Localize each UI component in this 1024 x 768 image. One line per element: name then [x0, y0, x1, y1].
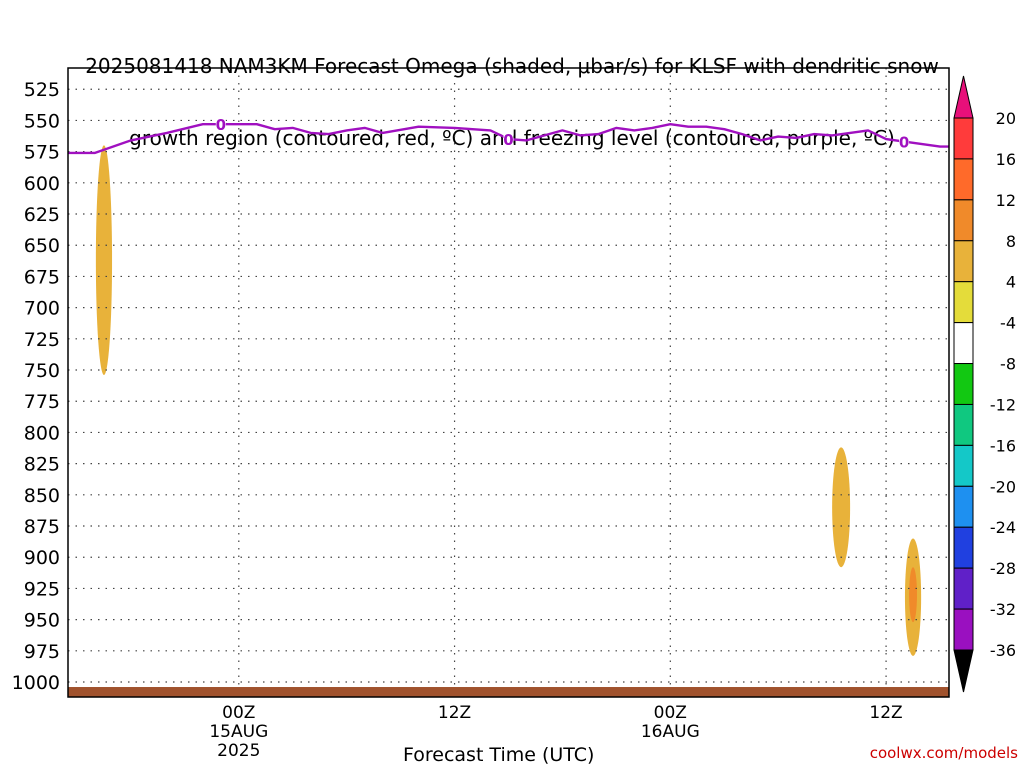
plot-frame: [67, 67, 950, 698]
chart-title: 2025081418 NAM3KM Forecast Omega (shaded…: [0, 6, 1024, 174]
omega-region-6: [909, 567, 917, 623]
colorbar-label-11: -28: [990, 559, 1016, 578]
ground-layer: [68, 687, 949, 697]
omega-region-2: [735, 504, 767, 635]
x-tick-label-36: 12Z: [869, 703, 902, 723]
y-tick-label-675: 675: [24, 266, 60, 288]
y-tick-label-925: 925: [24, 578, 60, 600]
freezing-label-bg-1: [503, 131, 514, 147]
y-axis: 525 550 575 600 625 650 675 700 725 750 775 800 825 8…: [12, 79, 60, 694]
colorbar-top-arrow: [953, 75, 974, 119]
y-tick-label-800: 800: [24, 422, 60, 444]
y-tick-label-1000: 1000: [12, 672, 60, 694]
colorbar-label-3: 8: [1006, 232, 1016, 251]
x-tick-label-0: 00Z: [222, 703, 255, 723]
colorbar-segment-6: [953, 363, 974, 405]
freezing-level-label: 0: [899, 134, 909, 152]
colorbar-segment-9: [953, 485, 974, 528]
freezing-level-line: [68, 122, 949, 155]
colorbar-bottom-arrow: [953, 649, 974, 693]
y-tick-label-600: 600: [24, 173, 60, 195]
colorbar-segment-2: [953, 199, 974, 242]
colorbar-segment-4: [953, 281, 974, 324]
colorbar: 20 16 12 8 4 -4 -8 -12 -16 -20 -24 -28 -32 -36: [953, 75, 1016, 693]
omega-region-0: [95, 145, 113, 376]
y-tick-label-850: 850: [24, 485, 60, 507]
x-tick-label-24: 00Z: [654, 703, 687, 723]
freezing-level-label: 0: [216, 116, 226, 134]
omega-region-3: [786, 474, 825, 633]
omega-region-1: [256, 370, 275, 405]
x-tick-date-24: 16AUG: [641, 722, 700, 742]
y-tick-label-975: 975: [24, 641, 60, 663]
x-tick-year-0: 2025: [217, 741, 260, 761]
colorbar-segment-1: [953, 158, 974, 201]
freezing-level-label: 0: [503, 131, 513, 149]
colorbar-segment-5: [953, 322, 974, 365]
colorbar-label-13: -36: [990, 641, 1016, 660]
y-tick-label-875: 875: [24, 516, 60, 538]
colorbar-segment-11: [953, 567, 974, 610]
colorbar-label-2: 12: [996, 191, 1016, 210]
colorbar-label-6: -8: [1000, 355, 1016, 374]
colorbar-segment-10: [953, 526, 974, 569]
y-tick-label-575: 575: [24, 142, 60, 164]
omega-region-4: [832, 447, 851, 568]
y-tick-label-825: 825: [24, 454, 60, 476]
colorbar-label-12: -32: [990, 600, 1016, 619]
colorbar-label-5: -4: [1000, 314, 1016, 333]
title-line-1: 2025081418 NAM3KM Forecast Omega (shaded…: [85, 54, 939, 78]
y-tick-label-700: 700: [24, 298, 60, 320]
freezing-label-bg-0: [215, 116, 226, 132]
y-tick-label-775: 775: [24, 391, 60, 413]
colorbar-label-4: 4: [1006, 273, 1016, 292]
y-tick-label-625: 625: [24, 204, 60, 226]
colorbar-label-8: -16: [990, 436, 1016, 455]
colorbar-segment-3: [953, 240, 974, 283]
gridlines: [68, 68, 949, 697]
x-axis-title: Forecast Time (UTC): [403, 744, 595, 766]
y-tick-label-525: 525: [24, 79, 60, 101]
omega-region-7: [1006, 439, 1019, 569]
ground-fill: [68, 687, 949, 697]
colorbar-segment-0: [953, 117, 974, 160]
y-tick-label-725: 725: [24, 329, 60, 351]
y-tick-label-650: 650: [24, 235, 60, 257]
omega-shading-layer: [95, 145, 1019, 656]
colorbar-label-0: 20: [996, 109, 1016, 128]
freezing-level-layer: 0 0 0: [68, 116, 949, 155]
y-tick-label-900: 900: [24, 547, 60, 569]
colorbar-label-10: -24: [990, 518, 1016, 537]
y-tick-label-950: 950: [24, 610, 60, 632]
colorbar-label-7: -12: [990, 395, 1016, 414]
x-tick-label-12: 12Z: [438, 703, 471, 723]
watermark: coolwx.com/models: [869, 744, 1018, 762]
y-tick-label-750: 750: [24, 360, 60, 382]
colorbar-label-1: 16: [996, 150, 1016, 169]
y-tick-label-550: 550: [24, 110, 60, 132]
colorbar-segment-12: [953, 608, 974, 651]
colorbar-segment-8: [953, 444, 974, 487]
colorbar-label-9: -20: [990, 477, 1016, 496]
colorbar-segment-7: [953, 403, 974, 446]
freezing-label-bg-2: [899, 133, 910, 149]
x-tick-date-0: 15AUG: [209, 722, 268, 742]
x-axis: 00Z15AUG202512Z00Z16AUG12Z00Z17AUG: [209, 703, 902, 761]
